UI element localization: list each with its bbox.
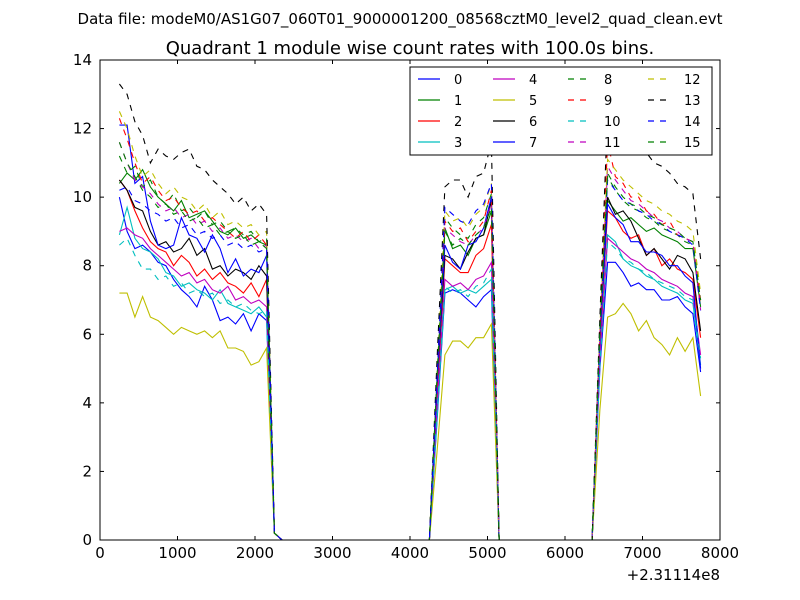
x-tick-label: 1000 bbox=[158, 544, 196, 562]
legend-label-6: 6 bbox=[529, 115, 537, 130]
legend-label-11: 11 bbox=[604, 136, 621, 151]
y-tick-label: 6 bbox=[82, 325, 92, 343]
legend-label-15: 15 bbox=[684, 136, 701, 151]
x-tick-label: 0 bbox=[95, 544, 105, 562]
legend-label-12: 12 bbox=[684, 73, 701, 88]
y-tick-label: 4 bbox=[82, 394, 92, 412]
ticks-layer: 0 1000 2000 3000 4000 5000 6000 7000 80000246810… bbox=[73, 51, 739, 562]
legend-label-5: 5 bbox=[529, 94, 537, 109]
legend-label-3: 3 bbox=[454, 136, 462, 151]
y-tick-label: 0 bbox=[82, 531, 92, 549]
x-tick-label: 6000 bbox=[546, 544, 584, 562]
legend-box bbox=[409, 66, 713, 156]
x-offset-label: +2.31114e8 bbox=[627, 566, 720, 584]
legend-label-10: 10 bbox=[604, 115, 621, 130]
legend-label-13: 13 bbox=[684, 94, 701, 109]
legend-label-8: 8 bbox=[604, 73, 612, 88]
x-tick-label: 4000 bbox=[391, 544, 429, 562]
x-tick-label: 8000 bbox=[701, 544, 739, 562]
legend-label-0: 0 bbox=[454, 73, 462, 88]
legend-label-2: 2 bbox=[454, 115, 462, 130]
y-tick-label: 12 bbox=[73, 120, 92, 138]
y-tick-label: 10 bbox=[73, 188, 92, 206]
series-line-15 bbox=[118, 142, 702, 541]
y-tick-label: 8 bbox=[82, 257, 92, 275]
x-tick-label: 3000 bbox=[313, 544, 351, 562]
legend-label-4: 4 bbox=[529, 73, 537, 88]
x-tick-label: 2000 bbox=[236, 544, 274, 562]
legend-label-7: 7 bbox=[529, 136, 537, 151]
x-tick-label: 7000 bbox=[623, 544, 661, 562]
chart-title: Quadrant 1 module wise count rates with … bbox=[166, 38, 655, 59]
legend-label-9: 9 bbox=[604, 94, 612, 109]
legend-label-1: 1 bbox=[454, 94, 462, 109]
x-tick-label: 5000 bbox=[468, 544, 506, 562]
y-tick-label: 2 bbox=[82, 462, 92, 480]
y-tick-label: 14 bbox=[73, 51, 92, 69]
series-line-13 bbox=[118, 83, 702, 541]
legend-label-14: 14 bbox=[684, 115, 701, 130]
figure-suptitle: Data file: modeM0/AS1G07_060T01_90000012… bbox=[78, 10, 723, 29]
